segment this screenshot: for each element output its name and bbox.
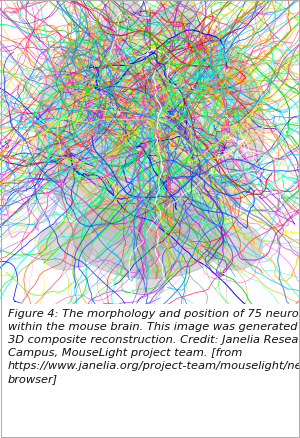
Ellipse shape <box>73 194 227 279</box>
Ellipse shape <box>208 223 262 271</box>
Ellipse shape <box>59 35 241 225</box>
Ellipse shape <box>38 223 92 271</box>
Ellipse shape <box>45 21 255 239</box>
Ellipse shape <box>159 0 197 29</box>
Ellipse shape <box>103 0 141 29</box>
Ellipse shape <box>84 201 216 272</box>
Ellipse shape <box>36 11 264 248</box>
FancyBboxPatch shape <box>136 228 164 293</box>
Text: Figure 4: The morphology and position of 75 neurons
within the mouse brain. This: Figure 4: The morphology and position of… <box>8 308 300 383</box>
